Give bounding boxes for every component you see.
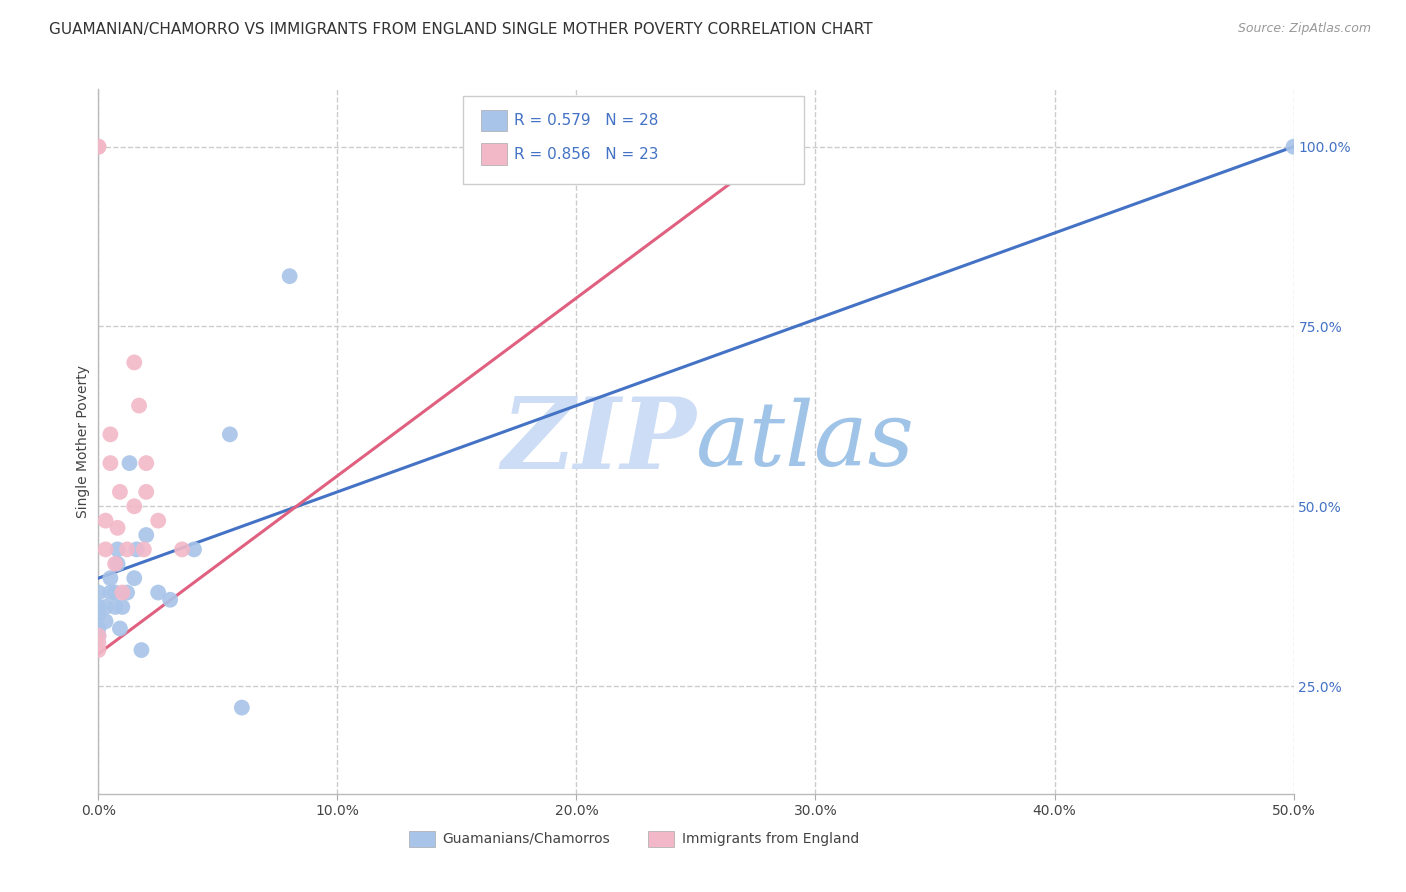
- Text: atlas: atlas: [696, 398, 915, 485]
- FancyBboxPatch shape: [481, 111, 508, 131]
- Point: [115, 542, 138, 557]
- Text: ZIP: ZIP: [501, 393, 696, 490]
- Point: [148, 585, 170, 599]
- Point: [132, 542, 155, 557]
- FancyBboxPatch shape: [648, 831, 675, 847]
- Point: [1282, 139, 1305, 153]
- Point: [87, 139, 110, 153]
- Point: [159, 592, 181, 607]
- Point: [148, 514, 170, 528]
- Point: [135, 528, 157, 542]
- Text: Guamanians/Chamorros: Guamanians/Chamorros: [443, 832, 610, 846]
- Text: R = 0.856   N = 23: R = 0.856 N = 23: [515, 146, 659, 161]
- Point: [87, 585, 110, 599]
- FancyBboxPatch shape: [481, 144, 508, 165]
- Point: [128, 399, 150, 413]
- Point: [768, 139, 790, 153]
- Point: [108, 484, 131, 499]
- Text: Immigrants from England: Immigrants from England: [682, 832, 859, 846]
- Point: [98, 456, 122, 470]
- Point: [131, 643, 153, 657]
- Point: [87, 599, 110, 614]
- Point: [219, 427, 242, 442]
- Point: [172, 542, 194, 557]
- Point: [183, 542, 205, 557]
- Point: [104, 599, 127, 614]
- Point: [278, 269, 301, 284]
- Point: [98, 427, 122, 442]
- Point: [104, 557, 127, 571]
- Point: [87, 636, 110, 650]
- Point: [124, 500, 146, 514]
- Point: [135, 484, 157, 499]
- Point: [124, 571, 146, 585]
- Point: [125, 542, 148, 557]
- Text: R = 0.579   N = 28: R = 0.579 N = 28: [515, 112, 658, 128]
- Point: [87, 622, 110, 636]
- FancyBboxPatch shape: [463, 96, 804, 185]
- Point: [87, 139, 110, 153]
- Point: [111, 599, 134, 614]
- Point: [94, 615, 117, 629]
- Point: [98, 571, 122, 585]
- Y-axis label: Single Mother Poverty: Single Mother Poverty: [76, 365, 90, 518]
- Point: [111, 585, 134, 599]
- Point: [87, 607, 110, 621]
- Point: [107, 542, 129, 557]
- Point: [231, 700, 253, 714]
- Point: [87, 643, 110, 657]
- Text: Source: ZipAtlas.com: Source: ZipAtlas.com: [1237, 22, 1371, 36]
- Point: [115, 585, 138, 599]
- FancyBboxPatch shape: [409, 831, 436, 847]
- Point: [124, 355, 146, 369]
- Point: [87, 629, 110, 643]
- Point: [94, 514, 117, 528]
- Text: GUAMANIAN/CHAMORRO VS IMMIGRANTS FROM ENGLAND SINGLE MOTHER POVERTY CORRELATION : GUAMANIAN/CHAMORRO VS IMMIGRANTS FROM EN…: [49, 22, 873, 37]
- Point: [94, 542, 117, 557]
- Point: [135, 456, 157, 470]
- Point: [87, 629, 110, 643]
- Point: [108, 622, 131, 636]
- Point: [107, 521, 129, 535]
- Point: [94, 599, 117, 614]
- Point: [118, 456, 141, 470]
- Point: [107, 557, 129, 571]
- Point: [98, 585, 122, 599]
- Point: [104, 585, 127, 599]
